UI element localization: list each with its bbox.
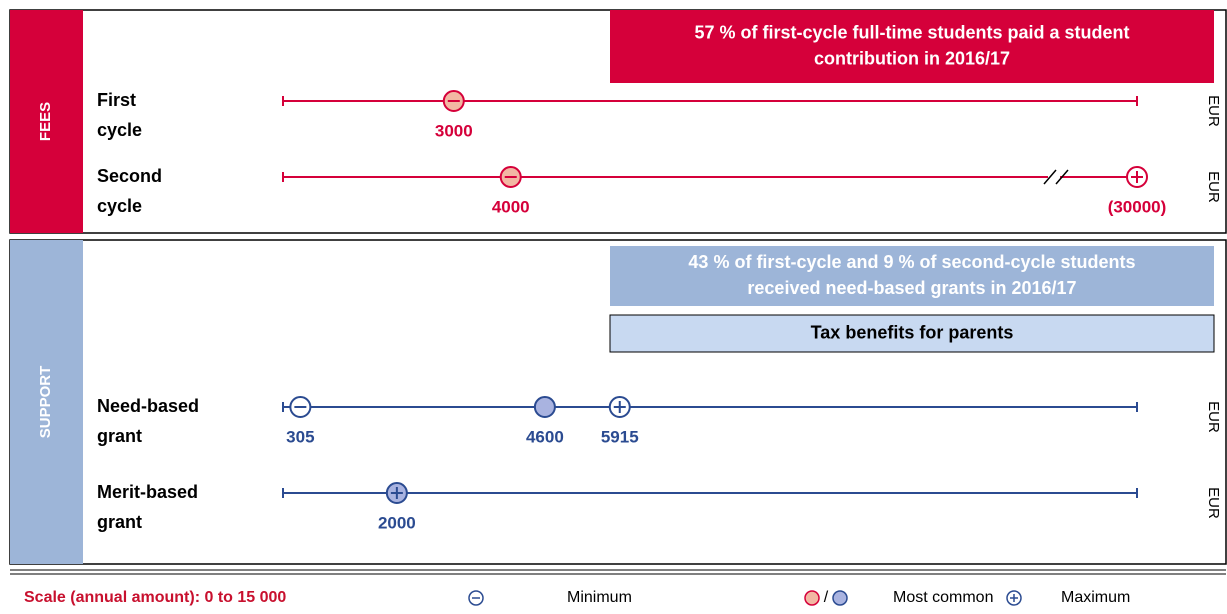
value-label: (30000) bbox=[1108, 197, 1167, 216]
axis-break bbox=[1055, 169, 1069, 185]
legend-text: Minimum bbox=[567, 589, 632, 606]
section-side bbox=[10, 240, 83, 564]
note-box bbox=[610, 10, 1214, 83]
value-label: 3000 bbox=[435, 121, 473, 140]
value-label: 4600 bbox=[526, 427, 564, 446]
value-label: 5915 bbox=[601, 427, 639, 446]
axis-break-gap bbox=[1048, 174, 1060, 180]
unit-label: EUR bbox=[1205, 95, 1222, 127]
unit-label: EUR bbox=[1205, 401, 1222, 433]
legend-icon bbox=[832, 590, 848, 606]
legend-scale: Scale (annual amount): 0 to 15 000 bbox=[24, 589, 286, 606]
row-label: grant bbox=[97, 512, 142, 532]
note-text: 43 % of first-cycle and 9 % of second-cy… bbox=[688, 252, 1135, 272]
note-text: Tax benefits for parents bbox=[811, 322, 1014, 342]
note-box bbox=[610, 246, 1214, 306]
section-name: SUPPORT bbox=[37, 366, 54, 439]
value-label: 305 bbox=[286, 427, 314, 446]
row-label: cycle bbox=[97, 120, 142, 140]
legend-text: / bbox=[824, 589, 829, 606]
axis-break bbox=[1043, 169, 1057, 185]
marker bbox=[533, 396, 556, 418]
row-label: grant bbox=[97, 426, 142, 446]
value-label: 2000 bbox=[378, 513, 416, 532]
section-side bbox=[10, 10, 83, 233]
legend-icon bbox=[804, 590, 820, 606]
note-text: 57 % of first-cycle full-time students p… bbox=[694, 22, 1129, 42]
row-label: cycle bbox=[97, 196, 142, 216]
note-text: received need-based grants in 2016/17 bbox=[747, 278, 1076, 298]
row-label: Need-based bbox=[97, 396, 199, 416]
row-label: Merit-based bbox=[97, 482, 198, 502]
unit-label: EUR bbox=[1205, 487, 1222, 519]
row-label: First bbox=[97, 90, 136, 110]
row-label: Second bbox=[97, 166, 162, 186]
note-box bbox=[609, 314, 1215, 353]
legend-text: Most common bbox=[893, 589, 993, 606]
section-name: FEES bbox=[37, 102, 54, 141]
legend-text: Maximum bbox=[1061, 589, 1130, 606]
value-label: 4000 bbox=[492, 197, 530, 216]
note-text: contribution in 2016/17 bbox=[814, 48, 1010, 68]
unit-label: EUR bbox=[1205, 171, 1222, 203]
